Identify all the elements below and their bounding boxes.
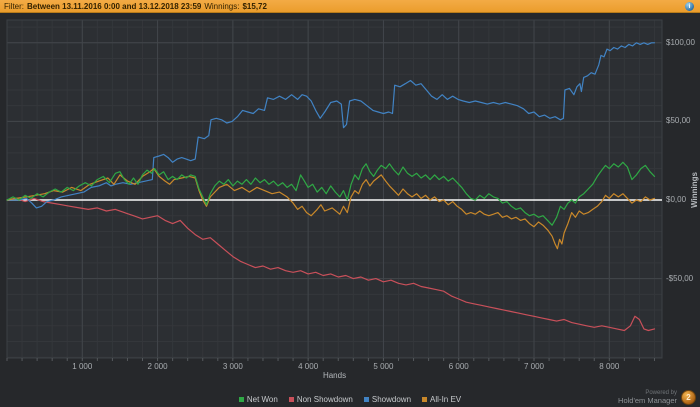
powered-by-text: Powered by Hold'em Manager [618, 390, 677, 405]
series-showdown [6, 42, 656, 209]
brand-name: Hold'em Manager [618, 395, 677, 405]
legend: Net Won Non Showdown Showdown All-In EV [0, 395, 700, 404]
y-tick-label: $0,00 [666, 195, 687, 204]
legend-item-all-in-ev[interactable]: All-In EV [422, 395, 461, 404]
series-all-in-ev [6, 168, 656, 250]
x-axis-title: Hands [322, 371, 347, 380]
legend-item-showdown[interactable]: Showdown [363, 395, 412, 404]
x-tick-label: 2 000 [147, 362, 168, 371]
legend-label: Net Won [246, 395, 278, 404]
legend-label: Showdown [371, 395, 412, 404]
series-net-won [6, 161, 656, 226]
chart-canvas[interactable] [0, 13, 700, 407]
filter-date-range: Between 13.11.2016 0:00 and 13.12.2018 2… [27, 1, 202, 11]
y-tick-label: -$50,00 [666, 273, 694, 283]
x-tick-label: 7 000 [523, 362, 545, 371]
legend-item-net-won[interactable]: Net Won [238, 395, 278, 404]
info-icon[interactable]: i [685, 2, 694, 11]
x-tick-label: 1 000 [72, 362, 93, 371]
winnings-graph: 1 000 2 000 3 000 4 000 5 000 6 000 7 000 8 000… [0, 13, 700, 407]
filter-bar: Filter: Between 13.11.2016 0:00 and 13.1… [0, 0, 700, 13]
x-tick-label: 8 000 [599, 362, 620, 371]
hm2-logo-icon: 2 [681, 390, 696, 405]
x-tick-label: 3 000 [222, 362, 243, 371]
x-tick-label: 6 000 [448, 362, 469, 371]
legend-label: All-In EV [430, 395, 462, 404]
legend-item-non-showdown[interactable]: Non Showdown [288, 395, 353, 404]
y-axis-title: Winnings [690, 172, 699, 208]
filter-winnings-label: Winnings: [204, 1, 240, 11]
y-tick-label: $50,00 [666, 116, 691, 126]
y-tick-label: $100,00 [666, 37, 695, 47]
legend-label: Non Showdown [296, 395, 353, 404]
x-tick-label: 4 000 [298, 362, 319, 371]
x-tick-label: 5 000 [373, 362, 394, 371]
legend-swatch [363, 397, 369, 402]
filter-winnings-value: $15,72 [242, 1, 267, 11]
legend-swatch [238, 397, 244, 402]
series-non-showdown [6, 197, 656, 332]
plot-area [7, 20, 662, 358]
filter-label: Filter: [4, 1, 24, 11]
legend-swatch [288, 397, 294, 402]
legend-swatch [422, 397, 428, 402]
powered-by-label: Powered by [645, 390, 677, 397]
powered-by-block: Powered by Hold'em Manager 2 [618, 390, 696, 405]
